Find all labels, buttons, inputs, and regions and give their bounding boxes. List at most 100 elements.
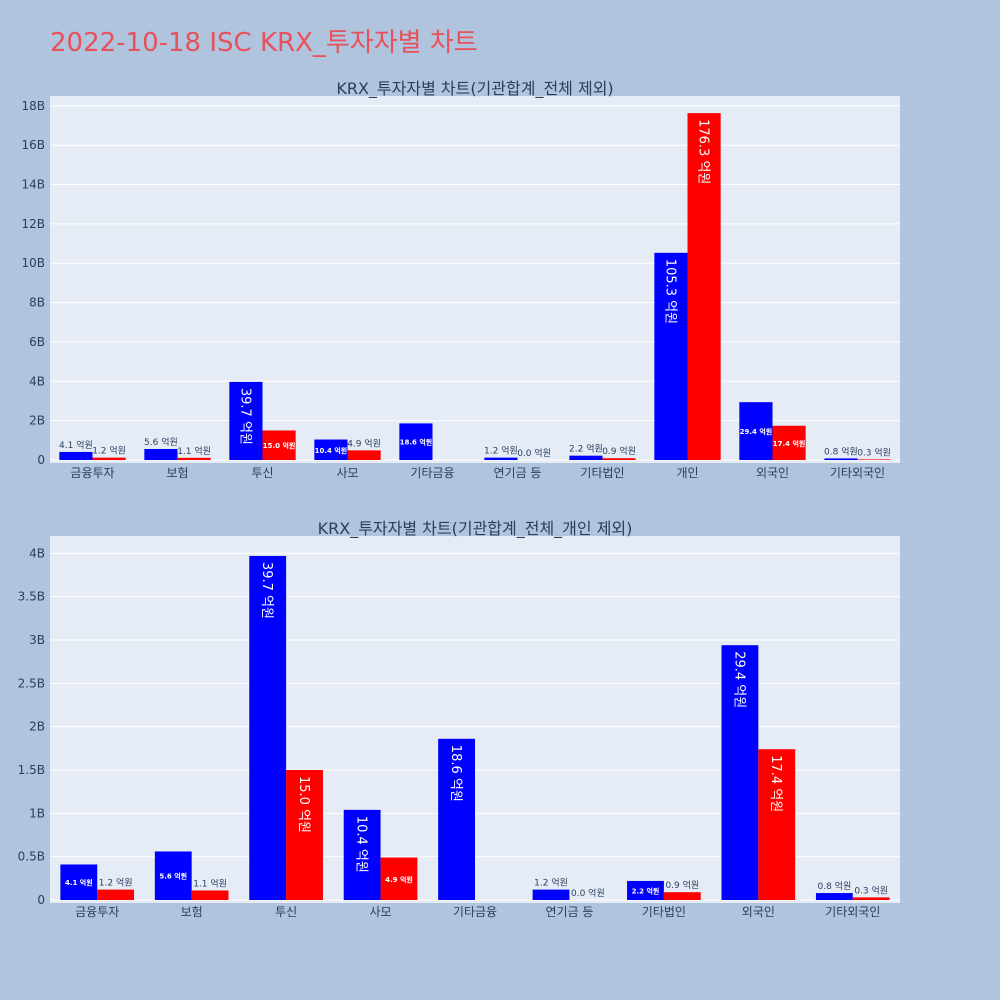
x-tick-label: 기타금융 bbox=[453, 905, 497, 919]
data-label: 4.9 억원 bbox=[385, 875, 413, 884]
y-tick-label: 0 bbox=[37, 893, 45, 907]
x-tick-label: 기타법인 bbox=[642, 905, 686, 919]
bar bbox=[314, 439, 348, 460]
bar bbox=[286, 770, 323, 900]
data-label: 2.2 억원 bbox=[569, 443, 603, 455]
bar bbox=[663, 892, 701, 900]
data-label: 0.0 억원 bbox=[571, 887, 605, 899]
y-tick-label: 2.5B bbox=[18, 676, 45, 690]
y-tick-label: 10B bbox=[21, 256, 45, 270]
x-tick-label: 투신 bbox=[275, 905, 297, 919]
data-label: 0.3 억원 bbox=[854, 884, 888, 896]
x-tick-label: 사모 bbox=[336, 466, 358, 480]
data-label: 18.6 억원 bbox=[400, 438, 433, 447]
y-tick-label: 1.5B bbox=[18, 763, 45, 777]
data-label: 4.9 억원 bbox=[347, 437, 381, 449]
bar bbox=[97, 889, 135, 900]
x-tick-label: 외국인 bbox=[756, 466, 789, 480]
data-label: 10.4 억원 bbox=[354, 816, 369, 873]
data-label: 0.9 억원 bbox=[602, 445, 636, 457]
bar bbox=[60, 864, 98, 900]
bar bbox=[602, 458, 636, 460]
bar bbox=[687, 113, 721, 461]
data-label: 105.3 억원 bbox=[662, 259, 677, 324]
bar bbox=[654, 252, 688, 460]
data-label: 5.6 억원 bbox=[144, 436, 178, 448]
y-tick-label: 8B bbox=[29, 296, 45, 310]
data-label: 15.0 억원 bbox=[296, 776, 311, 833]
data-label: 1.2 억원 bbox=[534, 877, 568, 889]
y-tick-label: 2B bbox=[29, 414, 45, 428]
bar bbox=[758, 749, 796, 900]
data-label: 1.2 억원 bbox=[99, 877, 133, 889]
y-tick-label: 4B bbox=[29, 374, 45, 388]
bar bbox=[380, 857, 418, 900]
x-tick-label: 투신 bbox=[251, 466, 273, 480]
data-label: 1.1 억원 bbox=[177, 445, 211, 457]
bar bbox=[721, 645, 759, 900]
bar bbox=[824, 458, 858, 460]
y-tick-label: 18B bbox=[21, 99, 45, 113]
bar bbox=[229, 381, 263, 460]
x-tick-label: 개인 bbox=[676, 466, 698, 480]
x-tick-label: 외국인 bbox=[742, 905, 775, 919]
data-label: 39.7 억원 bbox=[237, 388, 252, 445]
bar bbox=[262, 430, 296, 460]
bar bbox=[438, 738, 475, 900]
x-tick-label: 기타금융 bbox=[410, 466, 454, 480]
bar bbox=[144, 448, 178, 460]
y-tick-label: 3B bbox=[29, 633, 45, 647]
page-title: 2022-10-18 ISC KRX_투자자별 차트 bbox=[50, 28, 478, 58]
data-label: 0.0 억원 bbox=[517, 447, 551, 459]
y-tick-label: 16B bbox=[21, 138, 45, 152]
bar bbox=[739, 402, 773, 460]
y-tick-label: 4B bbox=[29, 546, 45, 560]
y-tick-label: 2B bbox=[29, 720, 45, 734]
data-label: 15.0 억원 bbox=[263, 441, 296, 450]
bar bbox=[177, 457, 211, 460]
bar bbox=[92, 457, 126, 460]
bar bbox=[154, 851, 192, 900]
chart-2: 0 0.5B 1B 1.5B 2B 2.5B 3B 3.5B 4B KRX_투자자별 차트(기관합… bbox=[18, 519, 900, 919]
bar bbox=[59, 451, 93, 460]
y-tick-label: 0.5B bbox=[18, 850, 45, 864]
y-tick-label: 12B bbox=[21, 217, 45, 231]
data-label: 1.2 억원 bbox=[484, 445, 518, 457]
chart-title: KRX_투자자별 차트(기관합계_전체 제외) bbox=[336, 79, 613, 99]
y-tick-label: 6B bbox=[29, 335, 45, 349]
x-tick-label: 기타외국인 bbox=[830, 466, 885, 480]
chart-1: 0 2B 4B 6B 8B 10B 12B 14B 16B 18B KRX_투자자별 차트(기관합계… bbox=[21, 79, 900, 480]
bar bbox=[532, 889, 570, 900]
data-label: 1.1 억원 bbox=[193, 877, 227, 889]
y-tick-label: 0 bbox=[37, 453, 45, 467]
bar bbox=[815, 893, 853, 900]
data-label: 29.4 억원 bbox=[731, 651, 746, 708]
x-tick-label: 기타외국인 bbox=[825, 905, 880, 919]
bar bbox=[399, 423, 433, 460]
data-label: 39.7 억원 bbox=[259, 562, 274, 619]
data-label: 1.2 억원 bbox=[92, 445, 126, 457]
data-label: 10.4 억원 bbox=[315, 446, 348, 455]
data-label: 29.4 억원 bbox=[740, 427, 773, 436]
bar bbox=[569, 455, 603, 460]
bar bbox=[772, 425, 806, 460]
bar bbox=[343, 809, 381, 900]
plot-area bbox=[50, 96, 900, 463]
data-label: 0.8 억원 bbox=[817, 880, 851, 892]
data-label: 0.9 억원 bbox=[665, 879, 699, 891]
bar bbox=[347, 450, 381, 460]
data-label: 0.3 억원 bbox=[857, 446, 891, 458]
x-tick-label: 금융투자 bbox=[70, 466, 114, 480]
data-label: 2.2 억원 bbox=[632, 886, 660, 895]
x-tick-label: 연기금 등 bbox=[494, 466, 542, 480]
bar bbox=[852, 897, 890, 900]
x-tick-label: 보험 bbox=[181, 905, 203, 919]
y-tick-label: 14B bbox=[21, 178, 45, 192]
bar bbox=[857, 459, 891, 460]
data-label: 4.1 억원 bbox=[59, 439, 93, 451]
chart-title: KRX_투자자별 차트(기관합계_전체_개인 제외) bbox=[318, 519, 633, 539]
data-label: 5.6 억원 bbox=[159, 872, 187, 881]
x-tick-label: 금융투자 bbox=[75, 905, 119, 919]
bar bbox=[249, 555, 287, 900]
